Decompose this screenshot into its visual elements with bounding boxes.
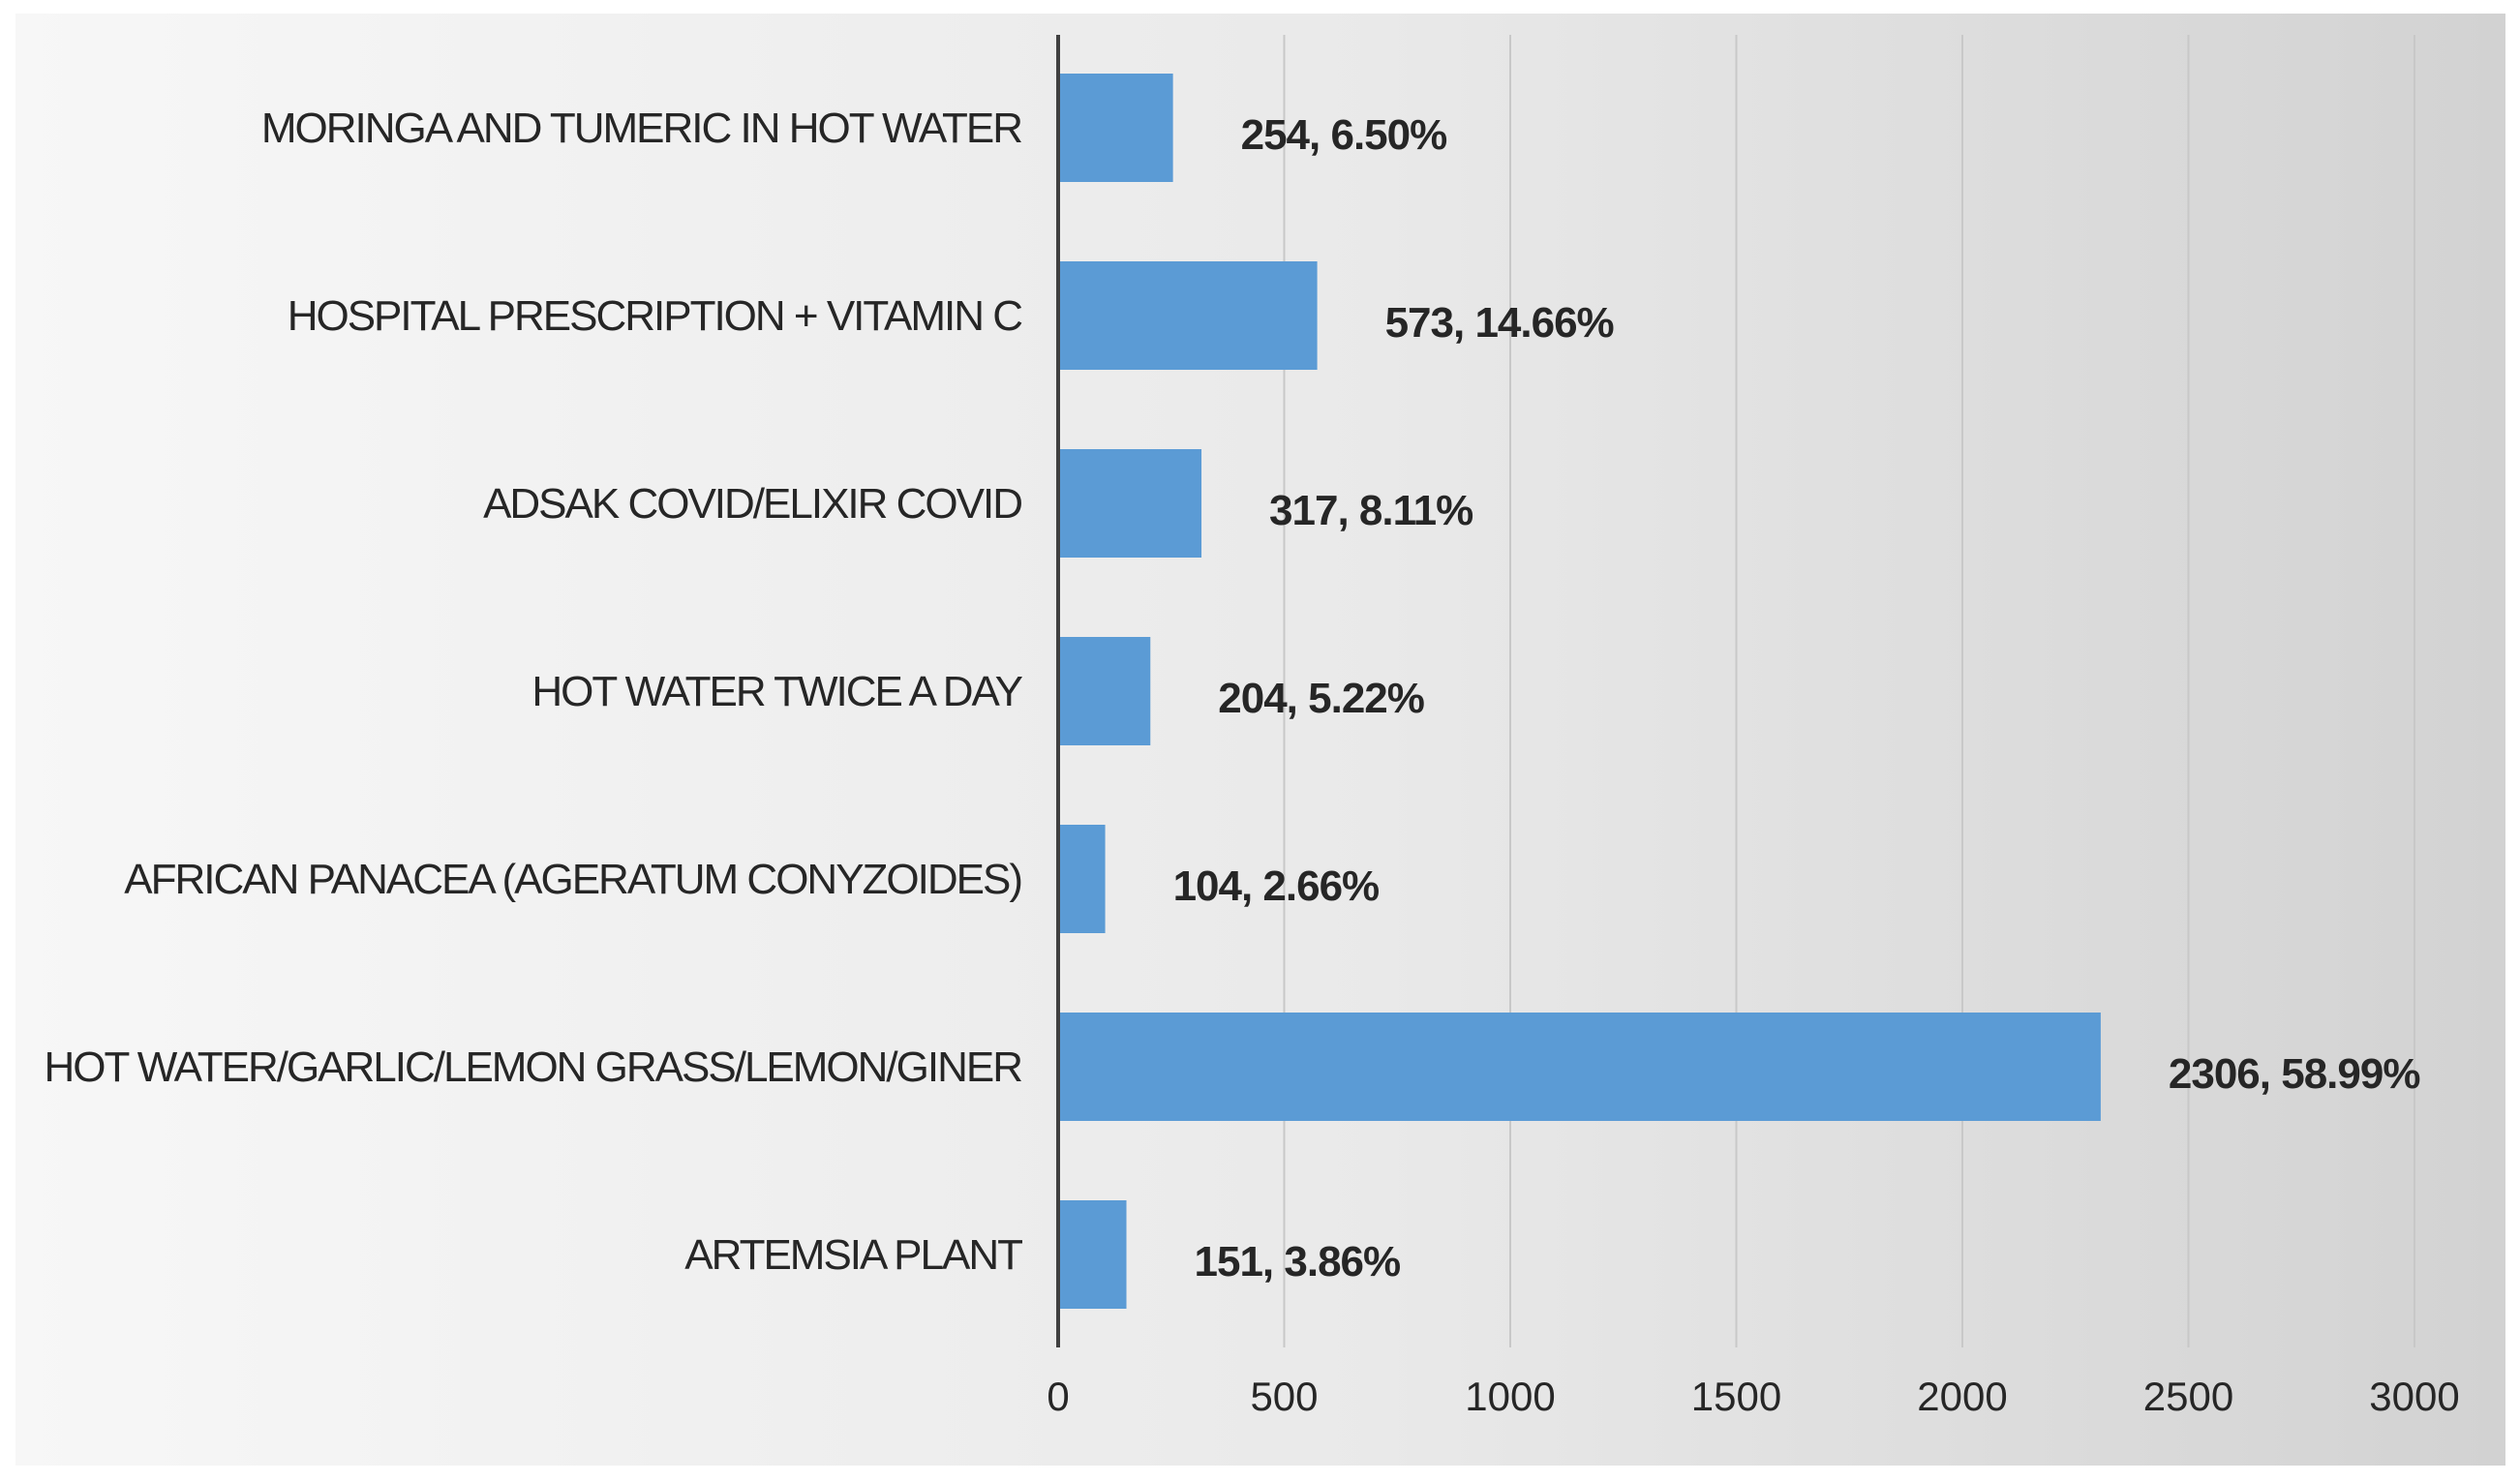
- category-label: HOSPITAL PRESCRIPTION + VITAMIN C: [288, 292, 1023, 340]
- chart-area: 0 500 1000 1500 2000 2500 3000 MORINGA AND TUME…: [15, 14, 2505, 1466]
- bar: [1058, 1200, 1127, 1309]
- category-label: AFRICAN PANACEA (AGERATUM CONYZOIDES): [124, 856, 1021, 903]
- category-label: HOT WATER/GARLIC/LEMON GRASS/LEMON/GINER: [44, 1043, 1021, 1091]
- bar: [1058, 261, 1318, 370]
- x-tick-label: 2500: [2143, 1374, 2233, 1419]
- data-label: 151, 3.86%: [1195, 1238, 1401, 1285]
- data-label: 2306, 58.99%: [2169, 1050, 2420, 1098]
- data-label: 104, 2.66%: [1173, 862, 1380, 910]
- bar: [1058, 1013, 2101, 1121]
- data-label: 254, 6.50%: [1241, 111, 1447, 159]
- bar: [1058, 74, 1173, 182]
- x-tick-label: 1000: [1465, 1374, 1555, 1419]
- x-tick-label: 0: [1047, 1374, 1069, 1419]
- bar: [1058, 449, 1202, 558]
- data-label: 317, 8.11%: [1269, 487, 1473, 534]
- bar-chart: 0 500 1000 1500 2000 2500 3000 MORINGA AND TUME…: [44, 35, 2460, 1419]
- category-label: ARTEMSIA PLANT: [684, 1231, 1022, 1279]
- category-label: MORINGA AND TUMERIC IN HOT WATER: [261, 105, 1021, 152]
- x-tick-label: 1500: [1691, 1374, 1781, 1419]
- x-tick-label: 3000: [2369, 1374, 2459, 1419]
- bar: [1058, 637, 1151, 745]
- x-tick-label: 2000: [1917, 1374, 2007, 1419]
- category-label: ADSAK COVID/ELIXIR COVID: [483, 480, 1021, 528]
- data-label: 204, 5.22%: [1218, 675, 1424, 722]
- bar: [1058, 825, 1106, 933]
- category-label: HOT WATER TWICE A DAY: [531, 668, 1022, 715]
- x-tick-label: 500: [1250, 1374, 1318, 1419]
- data-label: 573, 14.66%: [1385, 299, 1614, 347]
